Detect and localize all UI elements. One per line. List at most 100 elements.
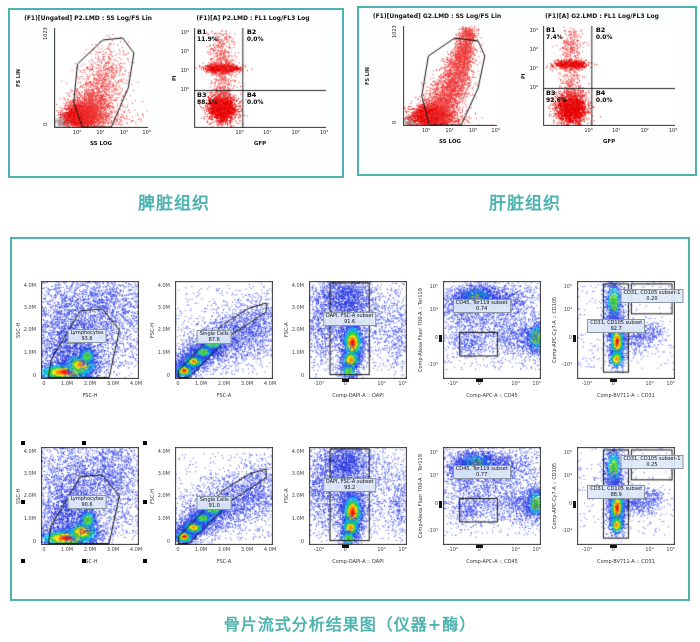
flow-plot-row1-col3: FSC-A 4.0M 3.0M 2.0M 1.0M 0 -10⁴ 0 10⁴ 10⁵ Comp-DA… [281,281,415,427]
axis-tick-label: 10⁰ [584,128,593,134]
axis-tick-label: 10² [529,47,538,53]
axis-tick-label: 10⁵ [666,381,675,387]
axis-tick-label: 3.0M [23,471,36,478]
gate-value: 0.74 [476,305,488,312]
gate-name: CD31, CD105 subset [590,319,643,326]
x-axis-label: GFP [602,139,616,145]
gate-value: 0.20 [646,295,658,302]
axis-zero-mark [342,379,350,382]
axis-tick-label: 10⁴ [645,547,654,553]
axis-tick-label: 4.0M [23,283,36,290]
plot-title: (F1)[A] P2.LMD : FL1 Log/FL3 Log [196,15,310,22]
axis-tick-label: 10⁰ [72,130,82,136]
quadrant-label: B1 11.9% [197,29,218,44]
gate-label: CD31, CD105 subset-1 0.20 [620,288,684,303]
axis-tick-label: 10⁰ [180,86,189,93]
axis-tick-label: 10⁵ [532,547,541,553]
selection-handle [21,441,25,445]
liver-caption: 肝脏组织 [489,194,561,214]
quadrant-value: 92.6% [546,96,567,104]
axis-tick-label: -10⁴ [561,362,572,369]
axis-tick-label: 10⁵ [666,547,675,553]
spleen-panel: (F1)[Ungated] P2.LMD : SS Log/FS Lin FS L… [8,8,344,178]
axis-tick-label: 10⁵ [532,381,541,387]
axis-tick-label: 0 [300,538,304,545]
quadrant-value: 0.0% [595,34,613,41]
quadrant-label: B3 88.1% [197,91,218,107]
axis-tick-label: 3.0M [157,471,170,478]
axis-tick-label: -10⁴ [313,547,324,553]
flow-plot-row2-col3: FSC-A 4.0M 3.0M 2.0M 1.0M 0 -10⁴ 0 10⁴ 10⁵ Comp-DA… [281,447,415,593]
axis-tick-label: 10⁴ [645,381,654,387]
gate-label: CD45, Ter119 subset 0.74 [452,298,511,313]
selection-handle [82,441,86,445]
gate-value: 91.0 [208,503,220,510]
quadrant-name: B3 [546,88,556,97]
axis-tick-label: -10⁴ [427,362,438,369]
axis-tick-label: 10⁴ [429,473,438,480]
x-axis-label: FSC-H [82,559,98,565]
axis-tick-label: 2.0M [217,381,231,387]
axis-tick-label: 10² [468,128,478,134]
axis-tick-label: 0 [32,372,36,379]
axis-tick-label: 0 [343,381,347,387]
axis-tick-label: 10¹ [445,128,454,134]
axis-tick-label: 3.0M [291,305,304,312]
gate-label: Single Cells 91.0 [196,496,232,511]
axis-tick-label: 10² [291,130,300,136]
gate-name: DAPI, FSC-A subset [325,313,374,320]
liver-ss-fs-plot: (F1)[Ungated] G2.LMD : SS Log/FS Lin FS L… [359,8,515,170]
selection-handle [143,559,147,563]
axis-tick-label: 4.0M [129,381,143,387]
x-axis-label: Comp-DAPI-A :: DAPI [332,393,384,399]
axis-zero-mark [476,545,484,548]
plot-canvas [175,281,273,379]
liver-pi-gfp-plot: (F1)[A] G2.LMD : FL1 Log/FL3 Log PI 10³ 10²… [515,8,689,170]
axis-tick-label: 10⁴ [377,547,386,553]
x-axis-label: Comp-DAPI-A :: DAPI [332,559,384,565]
axis-tick-label: 4.0M [263,381,277,387]
axis-tick-label: 10¹ [96,130,105,136]
axis-tick-label: 3.0M [106,547,120,553]
y-axis-label: FS LIN [365,67,371,85]
axis-tick-label: 10⁵ [429,283,438,290]
quadrant-value: 0.0% [246,36,264,43]
gate-name: CD31, CD105 subset-1 [623,455,681,462]
axis-tick-label: 10³ [319,130,329,136]
spleen-pi-gfp-plot: (F1)[A] P2.LMD : FL1 Log/FL3 Log PI 10³ 10²… [166,10,340,172]
axis-tick-label: 10³ [529,28,538,34]
axis-tick-label: 10² [640,128,649,134]
quadrant-label: B3 92.6% [546,88,567,105]
axis-tick-label: 10⁵ [398,381,407,387]
quadrant-value: 7.4% [546,34,563,41]
axis-tick-label: 0 [176,381,180,387]
y-axis-label: Comp-APC-Cy7-A :: CD105 [552,296,558,364]
flow-plot-grid: SSC-H 4.0M 3.0M 2.0M 1.0M 0 0 1.0M 2.0M 3.0M 4.0M F… [13,281,685,593]
axis-tick-label: 3.0M [106,381,120,387]
axis-tick-label: -10⁴ [313,381,324,387]
quadrant-name: B1 [197,28,207,36]
selection-handle [21,559,25,563]
x-axis-label: Comp-APC-A :: CD45 [466,393,518,399]
plot-canvas [41,447,139,545]
quadrant-value: 88.1% [197,98,218,106]
axis-tick-label: 10⁵ [563,283,572,290]
axis-tick-label: -10⁴ [427,528,438,535]
liver-panel: (F1)[Ungated] G2.LMD : SS Log/FS Lin FS L… [357,6,697,176]
x-axis-label: Comp-APC-A :: CD45 [466,559,518,565]
x-axis-label: Comp-BV711-A :: CD31 [597,559,655,565]
axis-tick-label: 10¹ [180,68,189,74]
axis-tick-label: 4.0M [129,547,143,553]
axis-tick-label: 0 [300,372,304,379]
x-axis-label: SS LOG [438,139,462,145]
quadrant-label: B2 0.0% [596,27,613,42]
quadrant-value: 11.9% [197,36,218,43]
axis-tick-label: 1.0M [157,349,170,356]
axis-tick-label: 3.0M [240,547,254,553]
gate-label: Single Cells 87.6 [196,330,232,345]
axis-tick-label: 2.0M [157,493,170,500]
axis-tick-label: 1.0M [23,349,36,356]
x-axis-label: GFP [253,141,267,147]
axis-tick-label: 0 [42,547,46,553]
axis-tick-label: 0 [611,381,615,387]
